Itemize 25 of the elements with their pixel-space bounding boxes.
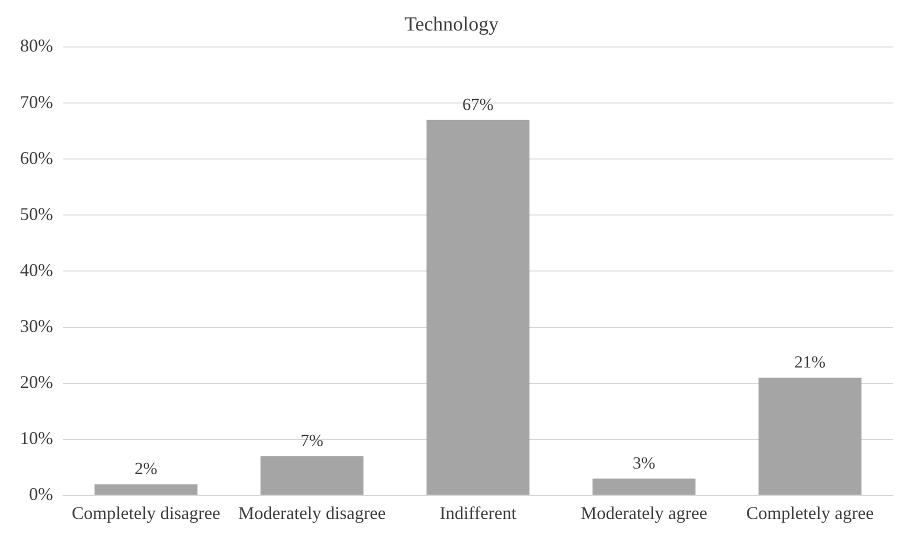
data-label: 21% [794, 352, 826, 372]
x-tick-label: Indifferent [440, 502, 516, 523]
x-tick-label: Moderately agree [580, 502, 708, 523]
y-tick-label: 50% [20, 204, 53, 224]
y-tick-label: 30% [20, 316, 53, 336]
data-label: 7% [300, 431, 324, 450]
bar [758, 378, 862, 495]
bar [94, 484, 198, 495]
y-tick-label: 40% [20, 260, 53, 280]
data-label: 67% [462, 94, 494, 114]
bar [260, 456, 364, 495]
y-tick-label: 10% [20, 428, 53, 448]
y-tick-label: 80% [20, 36, 53, 56]
x-tick-label: Moderately disagree [238, 502, 386, 523]
y-tick-label: 0% [28, 484, 53, 504]
data-label: 3% [632, 454, 656, 473]
chart-title: Technology [404, 13, 499, 36]
y-tick-label: 70% [20, 92, 53, 112]
data-label: 2% [134, 459, 158, 478]
x-tick-label: Completely disagree [72, 502, 220, 523]
y-tick-label: 60% [20, 148, 53, 168]
y-tick-label: 20% [20, 372, 53, 392]
x-tick-label: Completely agree [746, 502, 874, 523]
bar [592, 478, 696, 495]
bar [426, 120, 530, 495]
